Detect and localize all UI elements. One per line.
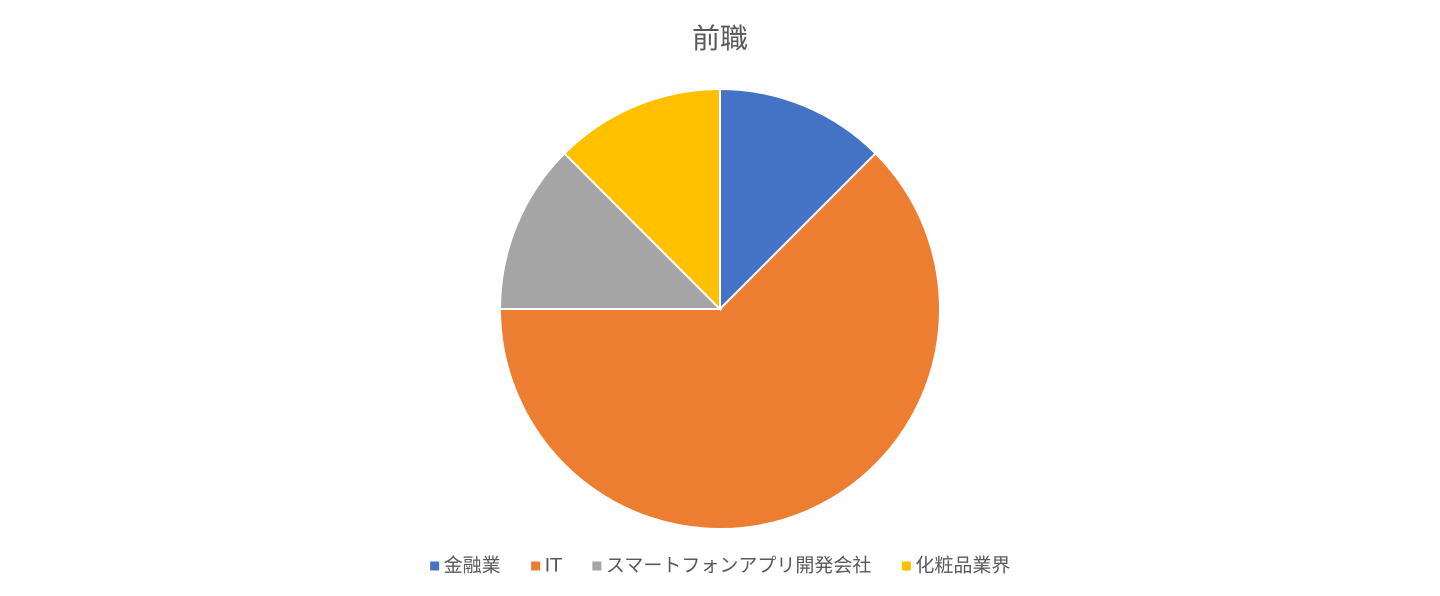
legend: 金融業 IT スマートフォンアプリ開発会社 化粧品業界	[429, 555, 1010, 577]
legend-swatch	[591, 560, 603, 572]
legend-swatch	[900, 560, 912, 572]
pie-slice	[498, 152, 941, 531]
legend-label: スマートフォンアプリ開発会社	[606, 555, 871, 577]
chart-title: 前職	[692, 22, 748, 55]
legend-label: 化粧品業界	[915, 555, 1010, 577]
pie-slice	[563, 87, 721, 312]
legend-swatch	[530, 560, 542, 572]
pie-slice	[719, 87, 877, 312]
legend-label: IT	[545, 555, 563, 577]
pie-slice	[498, 152, 723, 310]
legend-swatch	[429, 560, 441, 572]
legend-label: 金融業	[444, 555, 501, 577]
